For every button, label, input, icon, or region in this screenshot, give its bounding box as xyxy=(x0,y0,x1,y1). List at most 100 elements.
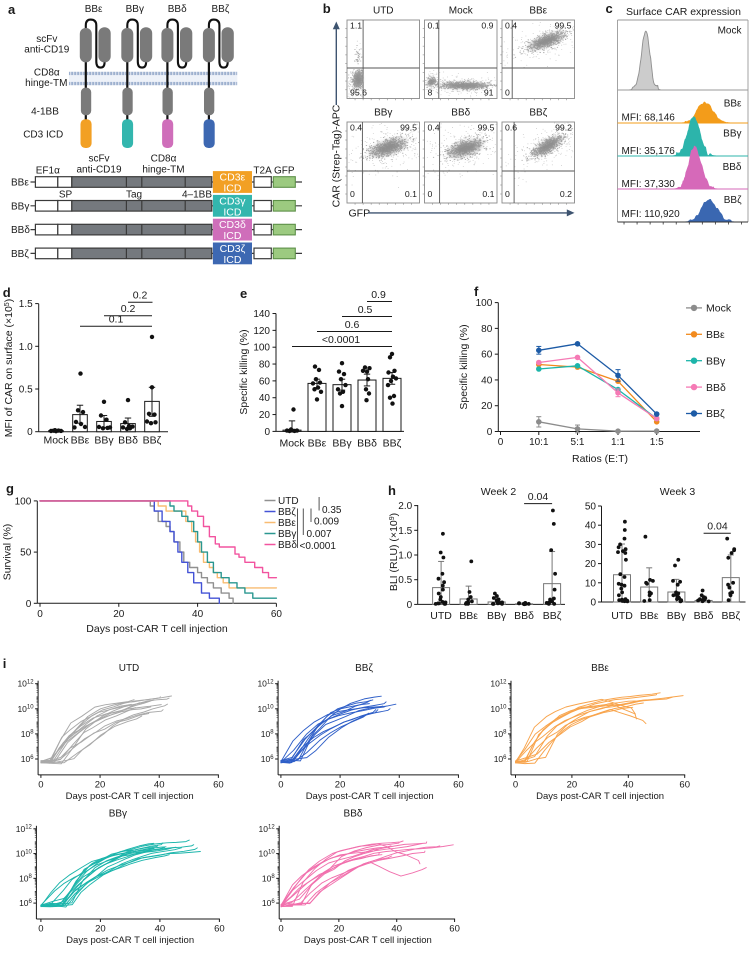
svg-text:BBε: BBε xyxy=(278,518,296,529)
svg-text:BBγ: BBγ xyxy=(278,529,296,540)
svg-text:60: 60 xyxy=(214,924,225,935)
svg-text:MFI: 110,920: MFI: 110,920 xyxy=(622,209,681,220)
svg-text:Survival (%): Survival (%) xyxy=(2,524,14,581)
svg-text:106: 106 xyxy=(261,754,274,764)
svg-text:h: h xyxy=(388,483,396,498)
svg-text:Days post-CAR T cell injection: Days post-CAR T cell injection xyxy=(306,791,434,802)
svg-text:BBζ: BBζ xyxy=(543,610,562,622)
svg-text:60: 60 xyxy=(259,376,271,387)
svg-text:SP: SP xyxy=(59,190,73,201)
svg-text:20: 20 xyxy=(335,779,346,790)
svg-text:99.2: 99.2 xyxy=(555,123,572,133)
svg-text:0.007: 0.007 xyxy=(307,529,332,540)
svg-text:BBε: BBε xyxy=(529,6,547,17)
svg-text:1.1: 1.1 xyxy=(350,21,362,31)
svg-text:20: 20 xyxy=(481,401,493,412)
svg-text:40: 40 xyxy=(154,779,165,790)
svg-text:ICD: ICD xyxy=(223,183,242,195)
svg-text:100: 100 xyxy=(253,343,270,354)
svg-text:BBδ: BBδ xyxy=(118,435,138,447)
svg-text:UTD: UTD xyxy=(611,610,633,622)
svg-text:BBε: BBε xyxy=(11,178,29,189)
svg-text:<0.0001: <0.0001 xyxy=(300,541,337,552)
svg-text:1:1: 1:1 xyxy=(611,437,625,448)
svg-text:Tag: Tag xyxy=(126,190,142,201)
svg-text:0.9: 0.9 xyxy=(371,289,386,301)
svg-text:40: 40 xyxy=(155,924,166,935)
svg-text:BBε: BBε xyxy=(71,435,90,447)
svg-text:BBζ: BBζ xyxy=(212,4,230,15)
svg-text:BBδ: BBδ xyxy=(514,610,534,622)
svg-text:UTD: UTD xyxy=(373,6,394,17)
svg-text:80: 80 xyxy=(481,324,493,335)
svg-text:BBγ: BBγ xyxy=(487,610,507,622)
svg-text:BBγ: BBγ xyxy=(126,4,144,15)
svg-text:0.35: 0.35 xyxy=(322,505,342,516)
svg-text:Days post-CAR T cell injection: Days post-CAR T cell injection xyxy=(66,935,194,946)
svg-text:UTD: UTD xyxy=(430,610,452,622)
svg-text:BBε: BBε xyxy=(459,610,478,622)
svg-text:BBδ: BBδ xyxy=(168,4,187,15)
svg-text:BBζ: BBζ xyxy=(11,249,29,260)
svg-text:99.5: 99.5 xyxy=(478,123,495,133)
svg-text:60: 60 xyxy=(213,779,224,790)
svg-text:BBζ: BBζ xyxy=(529,108,547,119)
svg-text:0.04: 0.04 xyxy=(528,491,549,503)
svg-text:0.1: 0.1 xyxy=(428,21,440,31)
svg-text:0.1: 0.1 xyxy=(482,189,494,199)
svg-text:UTD: UTD xyxy=(119,663,140,674)
svg-text:d: d xyxy=(3,285,11,300)
svg-text:60: 60 xyxy=(453,779,464,790)
svg-text:0: 0 xyxy=(590,598,596,609)
svg-text:40: 40 xyxy=(192,609,204,620)
svg-text:BBζ: BBζ xyxy=(278,507,296,518)
svg-text:0.9: 0.9 xyxy=(481,21,493,31)
svg-text:30: 30 xyxy=(585,540,597,551)
svg-text:0.5: 0.5 xyxy=(358,304,373,316)
svg-text:106: 106 xyxy=(262,898,275,908)
svg-text:ICD: ICD xyxy=(223,206,242,218)
svg-text:0: 0 xyxy=(407,600,413,611)
svg-text:Mock: Mock xyxy=(718,26,743,37)
svg-text:BBε: BBε xyxy=(85,4,103,15)
svg-text:40: 40 xyxy=(481,375,493,386)
svg-text:0.6: 0.6 xyxy=(505,123,517,133)
svg-text:40: 40 xyxy=(394,779,405,790)
svg-text:e: e xyxy=(240,286,247,301)
svg-text:1010: 1010 xyxy=(257,704,274,714)
svg-text:Mock: Mock xyxy=(449,6,474,17)
svg-text:120: 120 xyxy=(253,326,270,337)
svg-text:40: 40 xyxy=(391,924,402,935)
svg-text:20: 20 xyxy=(113,609,125,620)
svg-text:BBζ: BBζ xyxy=(383,438,402,450)
svg-text:1.5: 1.5 xyxy=(398,526,412,537)
svg-text:BBγ: BBγ xyxy=(11,201,29,212)
svg-text:0: 0 xyxy=(505,189,510,199)
svg-text:108: 108 xyxy=(21,729,34,739)
svg-text:Surface CAR expression: Surface CAR expression xyxy=(626,6,741,18)
svg-text:4–1BB: 4–1BB xyxy=(182,190,212,201)
svg-text:Week 3: Week 3 xyxy=(660,486,696,498)
svg-text:g: g xyxy=(6,481,14,496)
svg-text:BBζ: BBζ xyxy=(721,610,740,622)
svg-text:Mock: Mock xyxy=(43,435,69,447)
svg-text:BBδ: BBδ xyxy=(451,108,470,119)
svg-text:0: 0 xyxy=(38,779,43,790)
svg-text:BBε: BBε xyxy=(706,329,725,341)
svg-text:0.04: 0.04 xyxy=(707,521,728,533)
svg-text:<0.0001: <0.0001 xyxy=(322,334,360,346)
svg-text:0.5: 0.5 xyxy=(19,385,33,396)
svg-text:BBγ: BBγ xyxy=(374,108,392,119)
svg-text:MFI: 37,330: MFI: 37,330 xyxy=(622,179,676,190)
svg-text:0: 0 xyxy=(350,189,355,199)
svg-text:0: 0 xyxy=(487,427,493,438)
svg-text:108: 108 xyxy=(494,729,507,739)
svg-text:60: 60 xyxy=(271,609,283,620)
svg-text:140: 140 xyxy=(253,309,270,320)
svg-text:60: 60 xyxy=(449,924,460,935)
svg-text:10:1: 10:1 xyxy=(529,437,549,448)
svg-text:Ratios (E:T): Ratios (E:T) xyxy=(572,453,628,465)
svg-text:106: 106 xyxy=(19,898,32,908)
svg-text:60: 60 xyxy=(679,779,690,790)
svg-text:1012: 1012 xyxy=(257,679,274,689)
